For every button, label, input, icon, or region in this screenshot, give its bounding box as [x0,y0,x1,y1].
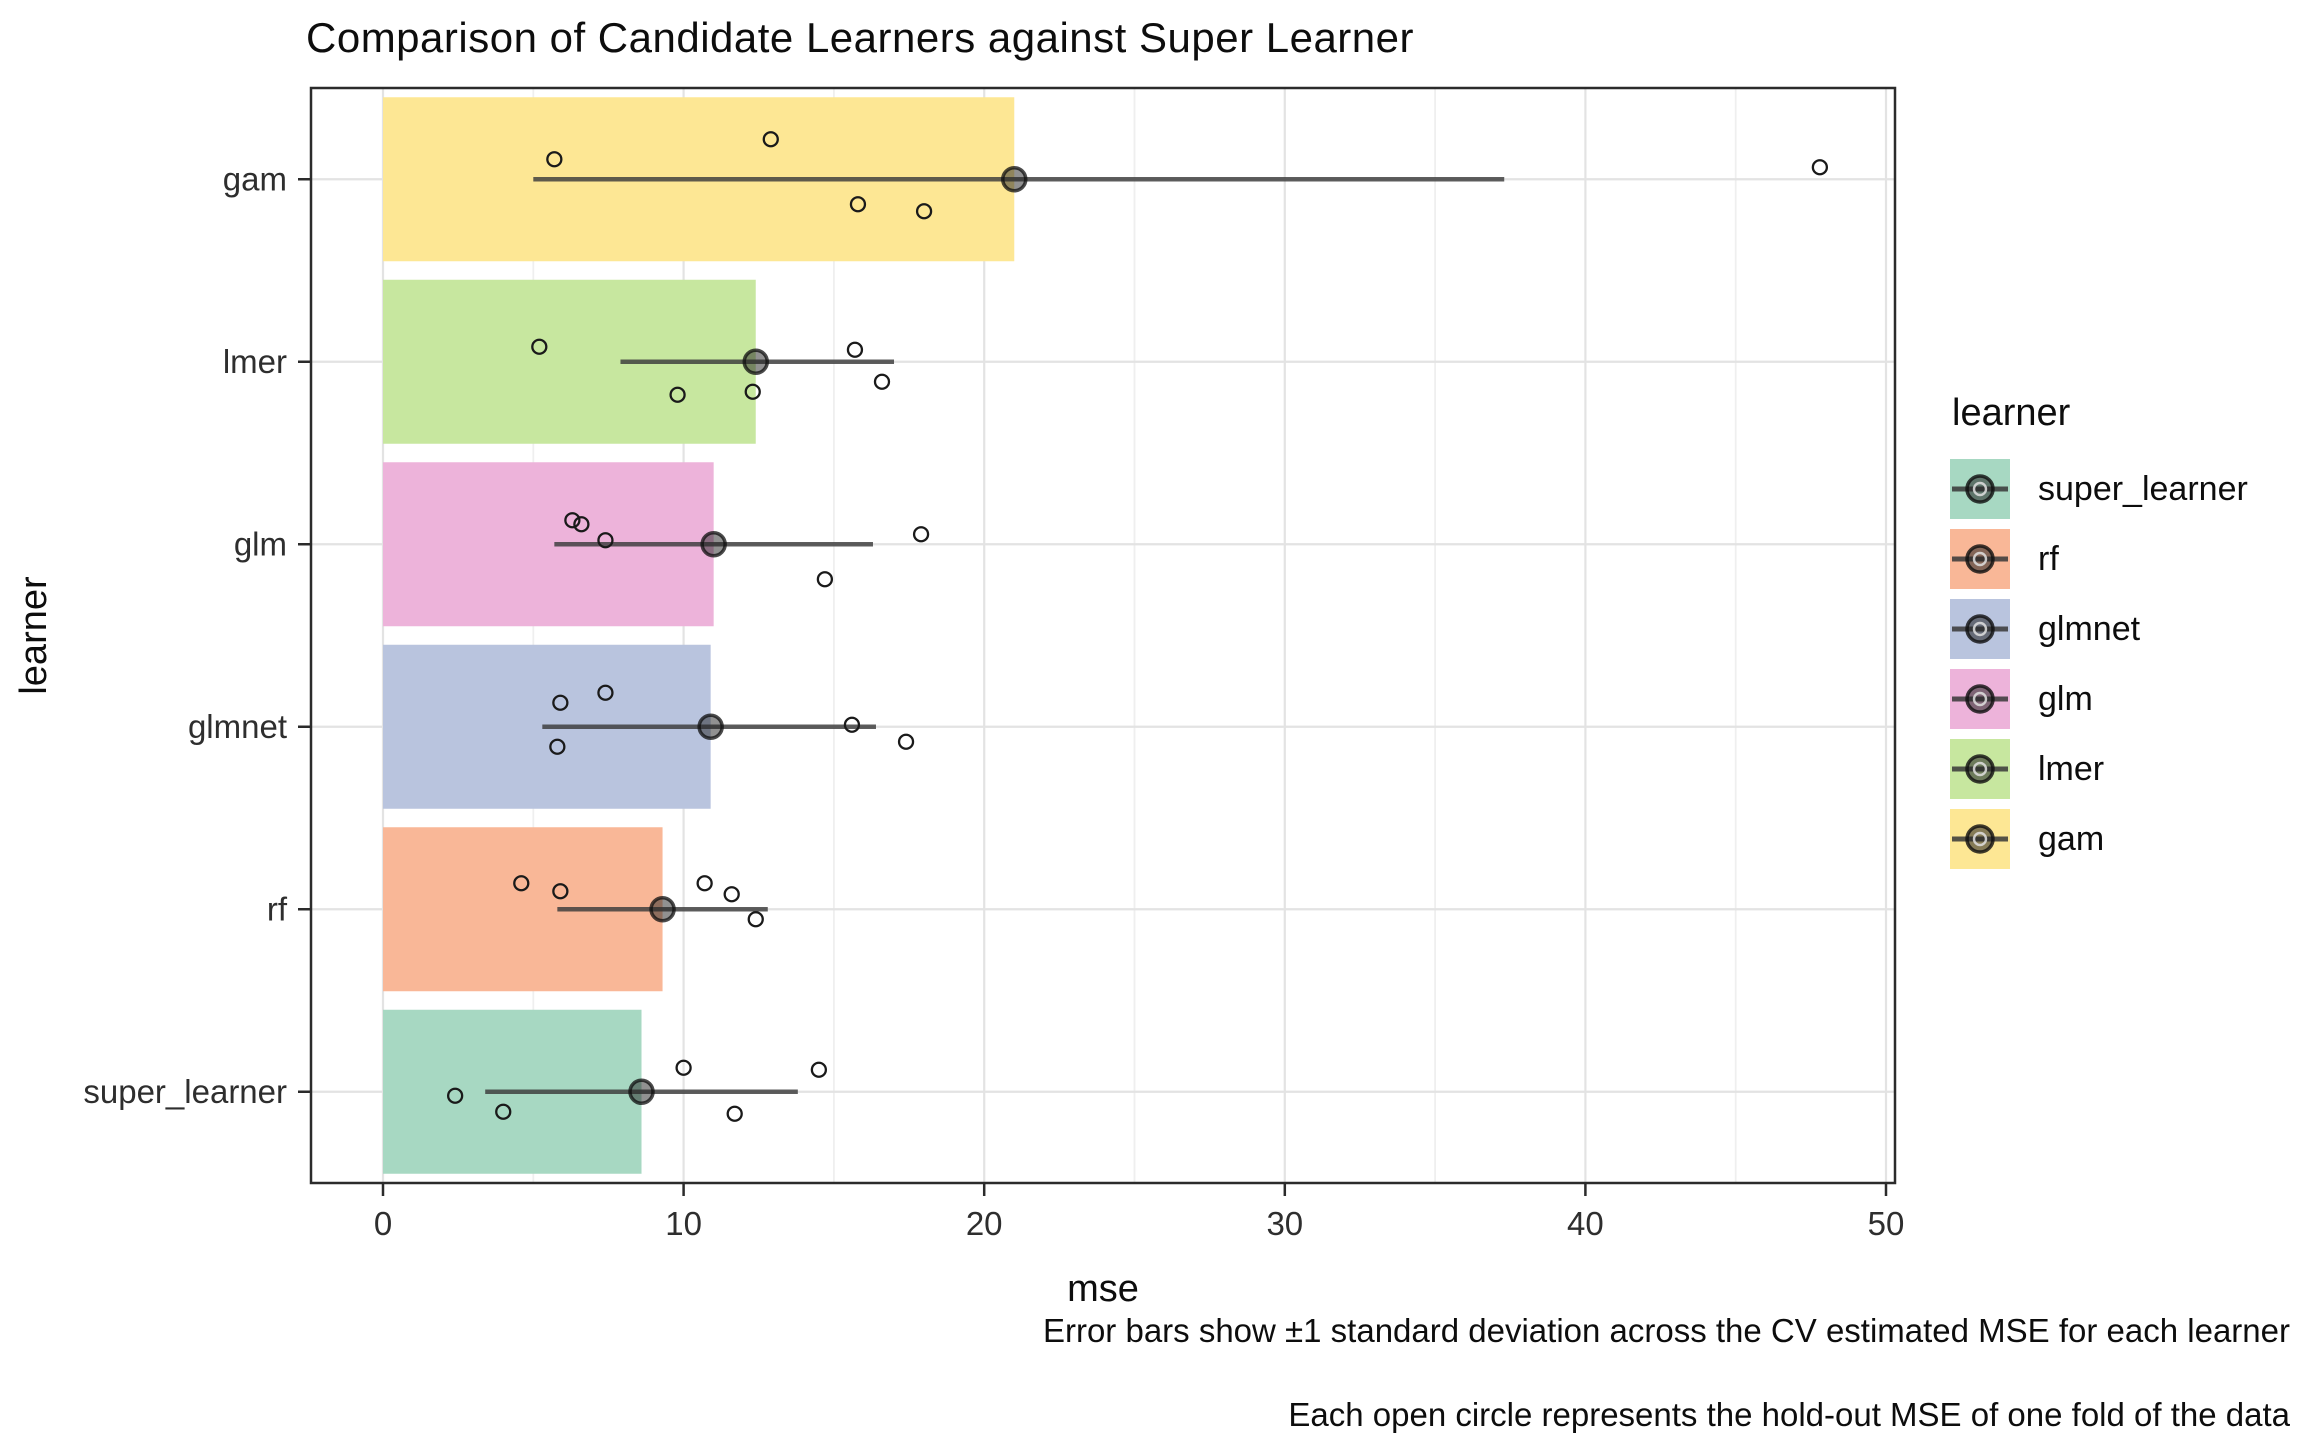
y-axis-title: learner [13,576,55,695]
fold-point-glmnet [897,733,915,750]
legend-title: learner [1952,392,2071,434]
x-tick-label: 0 [374,1205,392,1242]
legend-label: super_learner [2038,469,2248,508]
fold-point-glm [564,512,581,529]
legend-label: gam [2038,819,2105,858]
caption-errorbars: Error bars show ±1 standard deviation ac… [1042,1312,2290,1349]
fold-point-glmnet [843,716,861,733]
x-tick-label: 10 [665,1205,702,1242]
legend-item-glmnet: glmnet [1950,599,2248,659]
fold-point-super_learner [495,1103,512,1120]
mean-point-glm [700,531,727,558]
fold-point-glm [816,571,834,588]
fold-point-super_learner [810,1061,828,1078]
fold-point-glm [573,516,590,533]
y-tick-label: super_learner [83,1073,287,1110]
x-tick-label: 50 [1868,1205,1905,1242]
x-axis-title: mse [1067,1268,1139,1310]
fold-point-gam [915,203,933,220]
y-tick-label: glmnet [188,708,287,745]
y-tick-label: glm [234,525,287,562]
fold-point-lmer [669,386,686,403]
caption-open-circles: Each open circle represents the hold-out… [1288,1396,2290,1433]
fold-point-rf [696,875,713,892]
legend-key-icon [1950,599,2010,659]
fold-point-lmer [744,383,761,400]
legend-item-super_learner: super_learner [1950,459,2248,519]
y-tick-label: gam [223,160,287,197]
mean-point-glmnet [697,713,724,740]
x-tick-label: 30 [1266,1205,1303,1242]
legend-item-rf: rf [1950,529,2248,589]
fold-point-lmer [846,341,864,358]
x-tick-label: 40 [1567,1205,1604,1242]
fold-point-gam [1811,159,1829,176]
fold-point-rf [747,911,764,928]
fold-point-glmnet [552,694,569,711]
mean-point-rf [649,896,676,923]
legend-label: glm [2038,679,2093,718]
fold-point-glmnet [597,684,614,701]
legend-item-gam: gam [1950,809,2248,869]
fold-point-super_learner [675,1059,692,1076]
mean-point-gam [1001,166,1028,193]
chart-title: Comparison of Candidate Learners against… [306,14,1414,61]
fold-point-rf [513,875,530,892]
legend-key-icon [1950,739,2010,799]
legend-item-lmer: lmer [1950,739,2248,799]
legend-key-icon [1950,529,2010,589]
legend-label: glmnet [2038,609,2141,648]
legend-key-icon [1950,459,2010,519]
x-tick-label: 20 [966,1205,1003,1242]
fold-point-super_learner [726,1105,743,1122]
legend-label: lmer [2038,749,2105,788]
fold-point-glm [912,526,930,543]
legend-key-icon [1950,809,2010,869]
fold-point-gam [546,151,563,168]
fold-point-gam [762,131,779,148]
fold-point-rf [552,883,569,900]
fold-point-glm [597,532,614,549]
mean-point-super_learner [628,1078,655,1105]
legend-item-glm: glm [1950,669,2248,729]
mean-point-lmer [742,348,769,375]
fold-point-super_learner [446,1087,464,1104]
fold-point-rf [723,886,740,903]
fold-point-lmer [531,338,548,355]
fold-point-gam [849,196,867,213]
y-tick-label: lmer [223,343,287,380]
y-tick-label: rf [267,890,288,927]
panel-border [309,86,1897,1185]
fold-point-lmer [873,373,891,390]
legend-key-icon [1950,669,2010,729]
legend-label: rf [2038,539,2059,578]
fold-point-glmnet [549,738,566,755]
